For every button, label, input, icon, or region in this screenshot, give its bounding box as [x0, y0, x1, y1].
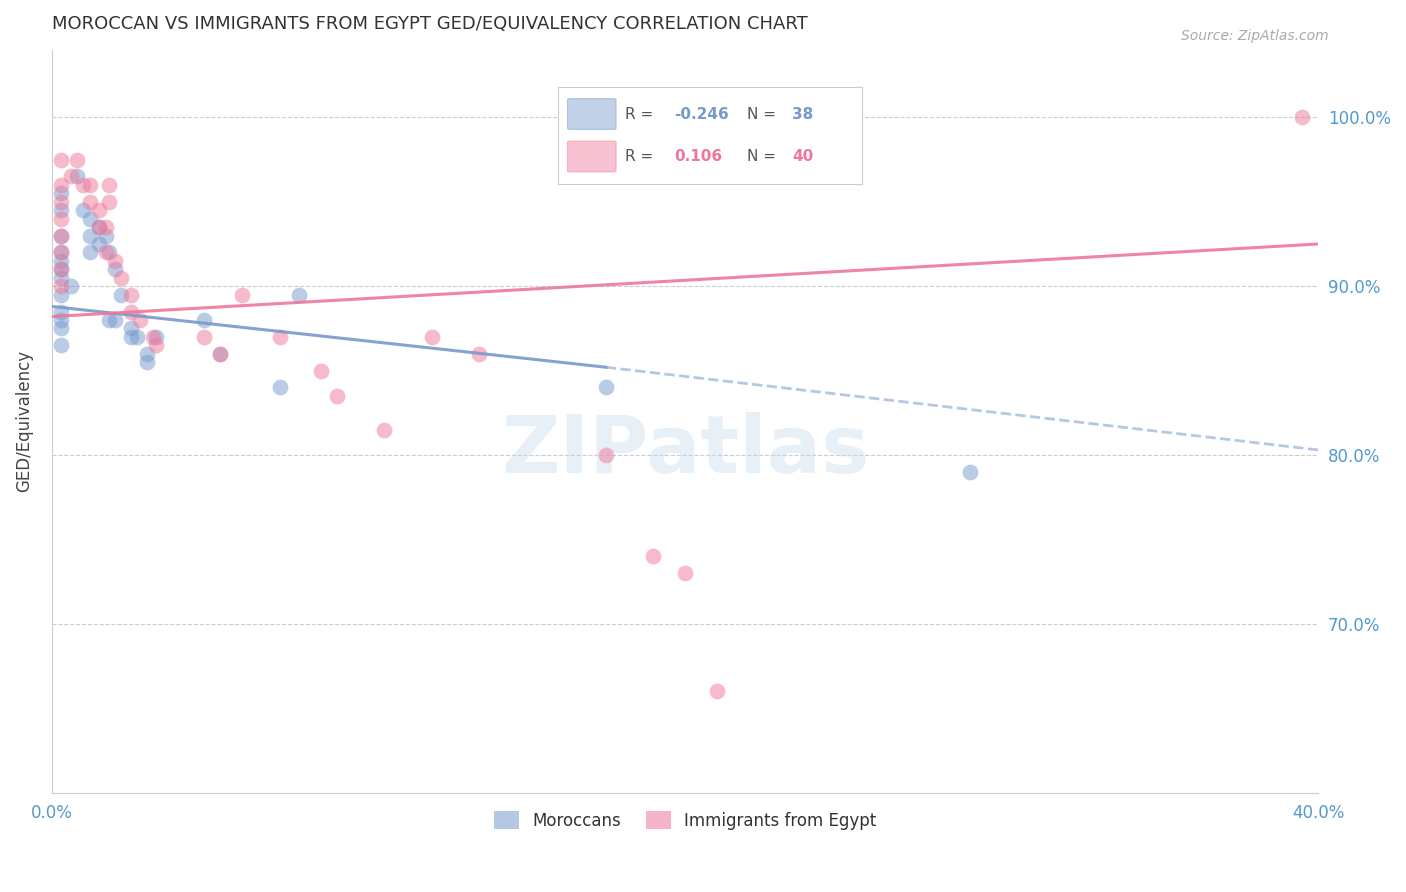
Point: [104, 253, 127, 268]
Point: [110, 287, 132, 301]
Point: [193, 313, 215, 327]
Point: [120, 304, 142, 318]
Point: [51, 321, 73, 335]
Point: [231, 287, 253, 301]
Point: [51, 153, 73, 167]
Point: [72, 178, 94, 192]
Point: [420, 330, 443, 344]
Point: [110, 270, 132, 285]
Point: [208, 347, 231, 361]
Point: [595, 448, 617, 462]
Point: [51, 313, 73, 327]
Point: [51, 178, 73, 192]
Point: [120, 287, 142, 301]
Point: [51, 253, 73, 268]
Point: [51, 262, 73, 277]
Point: [94, 220, 117, 235]
Point: [79, 194, 101, 209]
Point: [79, 211, 101, 226]
Point: [51, 203, 73, 218]
Point: [51, 228, 73, 243]
Point: [89, 220, 111, 235]
Point: [142, 330, 165, 344]
Point: [373, 423, 395, 437]
Point: [673, 566, 696, 581]
Point: [66, 169, 89, 184]
Text: Source: ZipAtlas.com: Source: ZipAtlas.com: [1181, 29, 1329, 44]
Point: [89, 237, 111, 252]
Point: [79, 245, 101, 260]
Point: [595, 380, 617, 394]
Point: [59, 279, 82, 293]
Point: [127, 330, 149, 344]
Point: [51, 245, 73, 260]
Point: [51, 228, 73, 243]
Text: MOROCCAN VS IMMIGRANTS FROM EGYPT GED/EQUIVALENCY CORRELATION CHART: MOROCCAN VS IMMIGRANTS FROM EGYPT GED/EQ…: [52, 15, 807, 33]
Point: [269, 330, 291, 344]
Point: [97, 245, 120, 260]
Point: [51, 338, 73, 352]
Point: [94, 228, 117, 243]
Point: [51, 194, 73, 209]
Point: [468, 347, 491, 361]
Point: [79, 228, 101, 243]
Point: [97, 178, 120, 192]
Point: [51, 262, 73, 277]
Point: [706, 684, 728, 698]
Legend: Moroccans, Immigrants from Egypt: Moroccans, Immigrants from Egypt: [486, 805, 883, 837]
Point: [643, 549, 665, 564]
Point: [72, 203, 94, 218]
Point: [97, 313, 120, 327]
Point: [59, 169, 82, 184]
Point: [120, 330, 142, 344]
Point: [208, 347, 231, 361]
Point: [269, 380, 291, 394]
Point: [129, 313, 152, 327]
Point: [51, 279, 73, 293]
Point: [104, 313, 127, 327]
Point: [89, 220, 111, 235]
Point: [325, 389, 347, 403]
Point: [51, 304, 73, 318]
Point: [135, 355, 157, 369]
Point: [309, 363, 332, 377]
Point: [120, 321, 142, 335]
Point: [51, 245, 73, 260]
Point: [1291, 111, 1313, 125]
Point: [287, 287, 309, 301]
Text: ZIPatlas: ZIPatlas: [501, 412, 869, 490]
Point: [51, 287, 73, 301]
Point: [94, 245, 117, 260]
Point: [145, 330, 167, 344]
Point: [145, 338, 167, 352]
Point: [79, 178, 101, 192]
Point: [135, 347, 157, 361]
Point: [89, 203, 111, 218]
Point: [66, 153, 89, 167]
Point: [51, 211, 73, 226]
Point: [193, 330, 215, 344]
Point: [51, 186, 73, 201]
Point: [104, 262, 127, 277]
Point: [959, 465, 981, 479]
Y-axis label: GED/Equivalency: GED/Equivalency: [15, 351, 32, 492]
Point: [51, 270, 73, 285]
Point: [97, 194, 120, 209]
